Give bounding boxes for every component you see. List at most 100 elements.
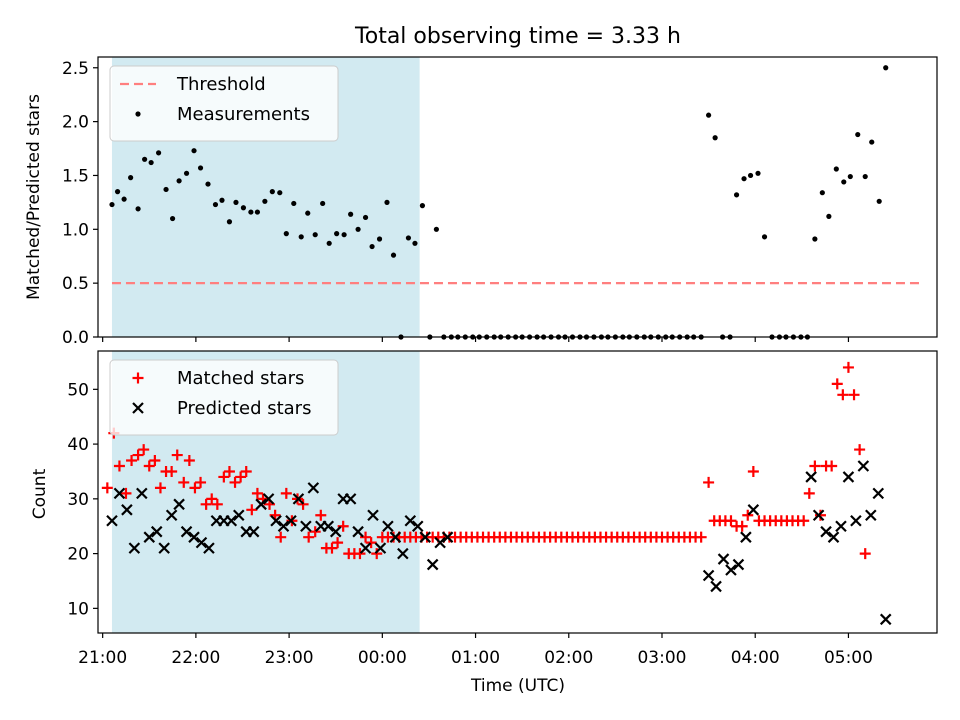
data-point: [166, 465, 178, 477]
data-point: [148, 159, 154, 166]
y-tick-label: 2.5: [62, 59, 89, 79]
data-point: [126, 455, 138, 467]
top-panel: 0.0 0.5 1.0 1.5 2.0 2.5 Threshold Measurements: [62, 56, 938, 348]
x-tick-label: 23:00: [265, 648, 314, 668]
data-point: [419, 531, 431, 543]
data-point: [382, 520, 394, 533]
data-point: [155, 150, 162, 156]
data-point: [188, 531, 200, 543]
data-point: [298, 234, 304, 240]
x-tick-label: 00:00: [358, 648, 407, 668]
data-point: [362, 214, 369, 221]
axes-frame: [97, 56, 938, 338]
data-point: [703, 476, 715, 488]
data-point: [712, 135, 718, 141]
data-point: [315, 509, 327, 521]
data-point: [369, 243, 375, 250]
data-point: [262, 493, 275, 505]
data-point: [297, 498, 309, 510]
data-point: [755, 170, 761, 176]
data-point: [837, 389, 849, 401]
data-point: [183, 455, 195, 467]
y-tick-label: 10: [67, 599, 89, 619]
data-point: [203, 542, 215, 554]
data-point: [163, 186, 169, 193]
data-point: [850, 514, 862, 527]
data-point: [149, 455, 161, 467]
data-point: [143, 460, 155, 472]
data-point: [247, 525, 260, 538]
data-point: [695, 531, 707, 543]
data-point: [826, 460, 838, 472]
y-tick-label: 1.5: [62, 166, 89, 186]
data-point: [171, 449, 183, 461]
data-point: [269, 189, 275, 195]
data-point: [195, 536, 208, 549]
data-point: [114, 189, 121, 195]
data-point: [235, 471, 247, 483]
y-axis-label-top: Matched/Predicted stars: [24, 94, 44, 300]
legend-label: Threshold: [176, 74, 266, 95]
legend-box: [109, 65, 339, 142]
data-point: [280, 487, 292, 499]
axes-frame: [97, 350, 938, 634]
data-point: [354, 548, 366, 560]
x-tick-label: 22:00: [171, 648, 220, 668]
data-point: [255, 498, 267, 511]
data-point: [121, 504, 133, 516]
data-point: [211, 498, 223, 510]
data-point: [277, 520, 290, 533]
data-point: [320, 200, 326, 207]
data-point: [359, 542, 372, 554]
data-point: [747, 172, 754, 179]
data-point: [702, 569, 715, 582]
y-tick-label: 2.0: [62, 113, 89, 133]
data-point: [173, 498, 185, 511]
data-point: [169, 215, 176, 222]
data-point: [367, 509, 379, 522]
data-point: [206, 493, 218, 505]
legend: Threshold Measurements: [109, 65, 339, 142]
data-point: [109, 201, 115, 208]
data-point: [725, 564, 737, 576]
data-point: [309, 526, 321, 538]
data-point: [717, 553, 730, 565]
data-point: [374, 542, 387, 554]
data-point: [732, 558, 745, 571]
data-point: [831, 378, 843, 390]
data-point: [741, 176, 747, 182]
data-point: [742, 509, 754, 521]
data-point: [857, 460, 870, 472]
data-point: [341, 232, 347, 238]
data-point: [285, 514, 297, 527]
data-point: [841, 179, 847, 185]
data-point: [251, 487, 263, 499]
data-point: [329, 525, 342, 538]
data-point: [334, 231, 340, 237]
data-point: [229, 476, 241, 488]
data-point: [191, 148, 197, 154]
data-point: [859, 548, 871, 560]
data-point: [827, 531, 840, 543]
data-point: [426, 558, 439, 571]
data-point: [176, 178, 182, 184]
data-point: [814, 509, 826, 521]
data-point: [332, 537, 344, 549]
data-point: [710, 580, 722, 593]
data-point: [189, 482, 201, 494]
data-point: [706, 112, 712, 118]
data-point: [240, 465, 252, 477]
data-point: [419, 203, 426, 209]
data-point: [747, 504, 760, 516]
data-point: [277, 190, 283, 196]
series-matched-stars: [101, 361, 871, 560]
data-point: [300, 520, 312, 533]
data-point: [180, 525, 193, 538]
y-axis-label-bottom: Count: [30, 468, 50, 519]
data-point: [842, 471, 855, 483]
data-point: [226, 219, 233, 225]
data-point: [143, 531, 156, 543]
data-point: [262, 198, 268, 204]
data-point: [154, 482, 166, 494]
